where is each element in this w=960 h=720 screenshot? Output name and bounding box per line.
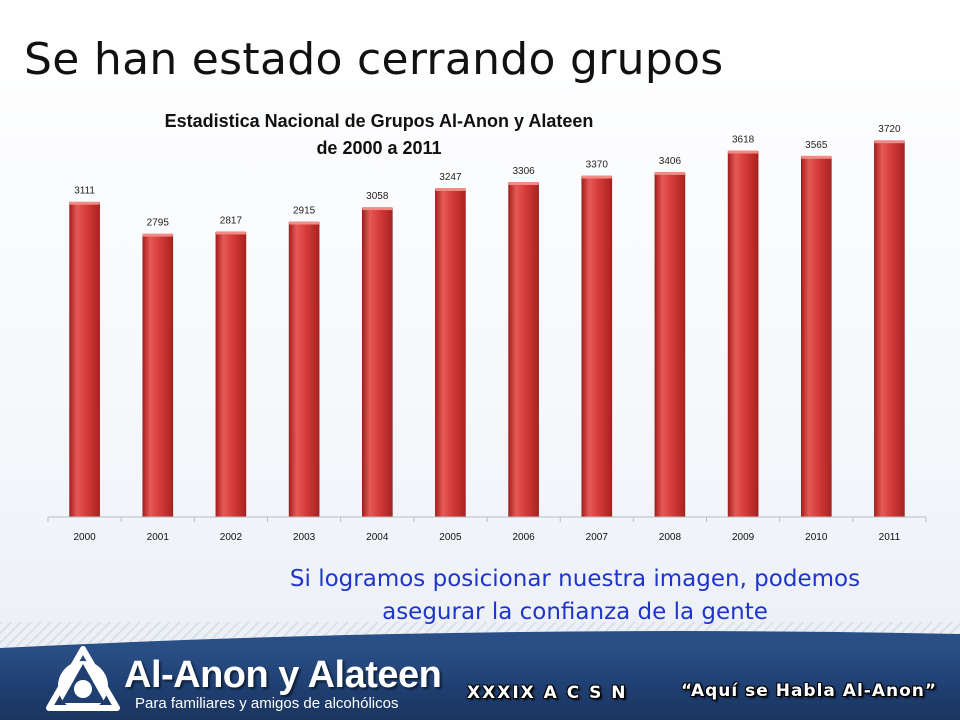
x-tick-label: 2011 [879,532,901,543]
subtitle-line-2: asegurar la confianza de la gente [382,599,768,625]
bar-top-2005 [435,188,466,191]
data-label: 3406 [659,156,682,167]
bar-2002 [215,232,247,518]
bar-top-2001 [142,233,173,237]
x-tick-label: 2005 [439,532,462,543]
x-tick-label: 2000 [73,532,96,543]
bar-top-2004 [362,207,393,211]
x-tick-label: 2001 [147,532,170,543]
bar-series [69,140,905,518]
footer-curve [0,631,960,650]
data-label: 2817 [220,215,243,226]
data-labels: 3111 2795 2817 2915 3058 3247 3306 3370 3406 3618… [74,124,901,228]
bar-2004 [361,207,393,518]
bar-top-2003 [289,221,320,225]
bar-top-2002 [215,231,246,235]
chart-title-line-1: Estadistica Nacional de Grupos Al-Anon y… [165,111,594,131]
data-label: 3058 [366,191,389,202]
bar-top-2007 [581,175,612,179]
x-axis-ticks [47,517,927,522]
data-label: 3111 [74,186,95,197]
bar-2007 [581,176,613,518]
subtitle-line-1: Si logramos posicionar nuestra imagen, p… [289,566,861,592]
data-label: 2915 [293,206,316,217]
bar-2003 [288,222,320,518]
bar-top-2008 [654,171,685,175]
bar-top-2009 [728,150,759,154]
bar-2001 [142,234,174,518]
bar-2008 [654,172,686,518]
x-tick-label: 2002 [220,532,243,543]
data-label: 3247 [439,172,462,183]
data-label: 2795 [147,218,170,229]
bar-top-2010 [801,155,832,159]
bar-2006 [508,182,539,518]
x-tick-label: 2010 [805,532,828,543]
subtitle-message: Si logramos posicionar nuestra imagen, p… [230,563,920,629]
slide-title: Se han estado cerrando grupos [24,34,724,85]
x-tick-label: 2006 [512,532,535,543]
brand-name: Al-Anon y Alateen [124,654,442,696]
data-label: 3306 [512,166,535,177]
bar-2005 [435,188,466,518]
event-code: XXXIX A C S N [467,683,628,703]
data-label: 3370 [586,160,609,171]
data-label: 3565 [805,140,828,151]
chart-title-line-2: de 2000 a 2011 [316,138,441,158]
data-label: 3618 [732,135,755,146]
bar-2000 [69,202,100,518]
bar-top-2000 [69,201,100,205]
bar-chart: Estadistica Nacional de Grupos Al-Anon y… [47,111,927,543]
x-tick-label: 2008 [659,532,682,543]
bar-2010 [800,156,832,518]
brand-tagline: Para familiares y amigos de alcohólicos [135,695,399,712]
bar-2009 [727,151,759,518]
slogan: “Aquí se Habla Al-Anon” [681,681,938,701]
triangle-circle-logo-icon [46,646,120,711]
x-tick-label: 2003 [293,532,316,543]
x-axis-labels: 2000 2001 2002 2003 2004 2005 2006 2007 2008 2009… [73,532,900,543]
footer-banner [0,648,960,720]
x-tick-label: 2004 [366,532,389,543]
x-tick-label: 2009 [732,532,755,543]
bar-2011 [874,140,905,518]
bar-top-2011 [874,140,905,144]
data-label: 3720 [878,124,901,135]
x-tick-label: 2007 [586,532,609,543]
bar-top-2006 [508,182,539,185]
